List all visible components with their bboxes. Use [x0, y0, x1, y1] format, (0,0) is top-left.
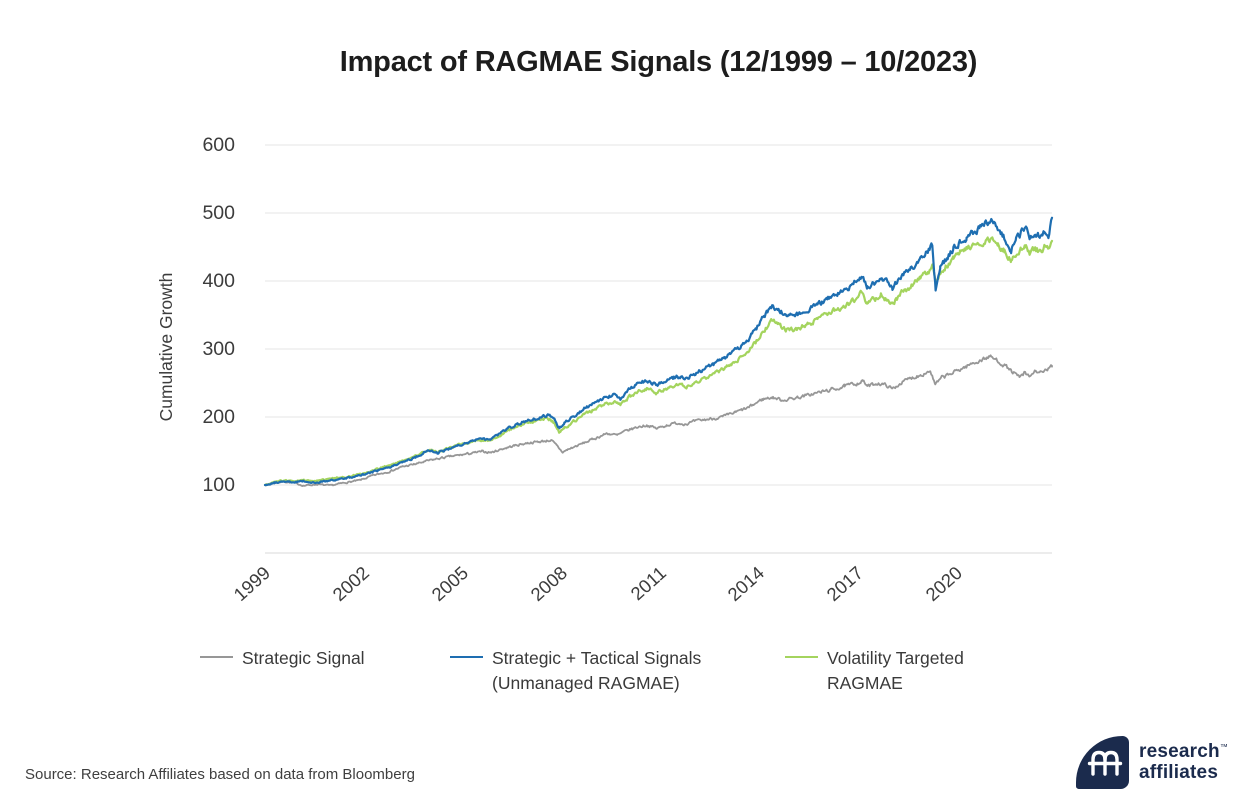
- legend-item-volatility-targeted: Volatility Targeted RAGMAE: [785, 646, 964, 696]
- y-tick-label-200: 200: [202, 406, 235, 428]
- series-line-volatility-targeted-ragmae: [263, 236, 1054, 487]
- y-tick-label-300: 300: [202, 338, 235, 360]
- trademark-symbol: ™: [1219, 742, 1229, 752]
- research-affiliates-logo: research™ affiliates: [1076, 736, 1228, 789]
- logo-word-affiliates: affiliates: [1139, 761, 1219, 783]
- legend-item-strategic-tactical-signals: Strategic + Tactical Signals (Unmanaged R…: [450, 646, 701, 696]
- legend-label: Volatility Targeted RAGMAE: [827, 648, 964, 693]
- research-affiliates-logo-mark-icon: [1076, 736, 1129, 789]
- series-line-strategic-signal: [264, 354, 1053, 487]
- legend-item-strategic-signal: Strategic Signal: [200, 646, 365, 671]
- legend-line-swatch: [200, 656, 233, 658]
- y-axis-title: Cumulative Growth: [156, 272, 176, 422]
- research-affiliates-logo-text: research™ affiliates: [1139, 736, 1228, 789]
- source-note: Source: Research Affiliates based on dat…: [25, 766, 415, 783]
- legend-line-swatch: [450, 656, 483, 658]
- y-tick-label-100: 100: [202, 474, 235, 496]
- y-tick-label-500: 500: [202, 202, 235, 224]
- y-tick-label-600: 600: [202, 134, 235, 156]
- series-line-strategic-tactical-signals-unmanaged-ragmae: [263, 216, 1054, 487]
- logo-word-research: research: [1139, 741, 1220, 762]
- chart-title: Impact of RAGMAE Signals (12/1999 – 10/2…: [339, 46, 978, 78]
- legend-label: Strategic + Tactical Signals (Unmanaged R…: [492, 648, 702, 693]
- y-tick-label-400: 400: [202, 270, 235, 292]
- legend-label: Strategic Signal: [242, 648, 365, 668]
- legend-line-swatch: [785, 656, 818, 658]
- ra-monogram-icon: [1087, 750, 1123, 776]
